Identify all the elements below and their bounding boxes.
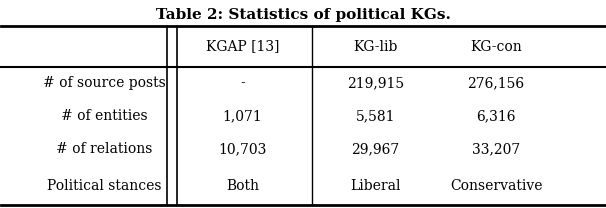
Text: Political stances: Political stances: [47, 179, 161, 193]
Text: 29,967: 29,967: [351, 142, 399, 156]
Text: # of relations: # of relations: [56, 142, 152, 156]
Text: # of entities: # of entities: [61, 109, 147, 123]
Text: # of source posts: # of source posts: [42, 77, 165, 90]
Text: -: -: [241, 77, 245, 90]
Text: 33,207: 33,207: [472, 142, 520, 156]
Text: 10,703: 10,703: [219, 142, 267, 156]
Text: Table 2: Statistics of political KGs.: Table 2: Statistics of political KGs.: [156, 7, 450, 22]
Text: 219,915: 219,915: [347, 77, 404, 90]
Text: 6,316: 6,316: [476, 109, 516, 123]
Text: Liberal: Liberal: [350, 179, 401, 193]
Text: 276,156: 276,156: [467, 77, 525, 90]
Text: Both: Both: [226, 179, 259, 193]
Text: Conservative: Conservative: [450, 179, 542, 193]
Text: KG-lib: KG-lib: [353, 40, 398, 53]
Text: KGAP [13]: KGAP [13]: [206, 40, 279, 53]
Text: 1,071: 1,071: [223, 109, 262, 123]
Text: KG-con: KG-con: [470, 40, 522, 53]
Text: 5,581: 5,581: [356, 109, 395, 123]
